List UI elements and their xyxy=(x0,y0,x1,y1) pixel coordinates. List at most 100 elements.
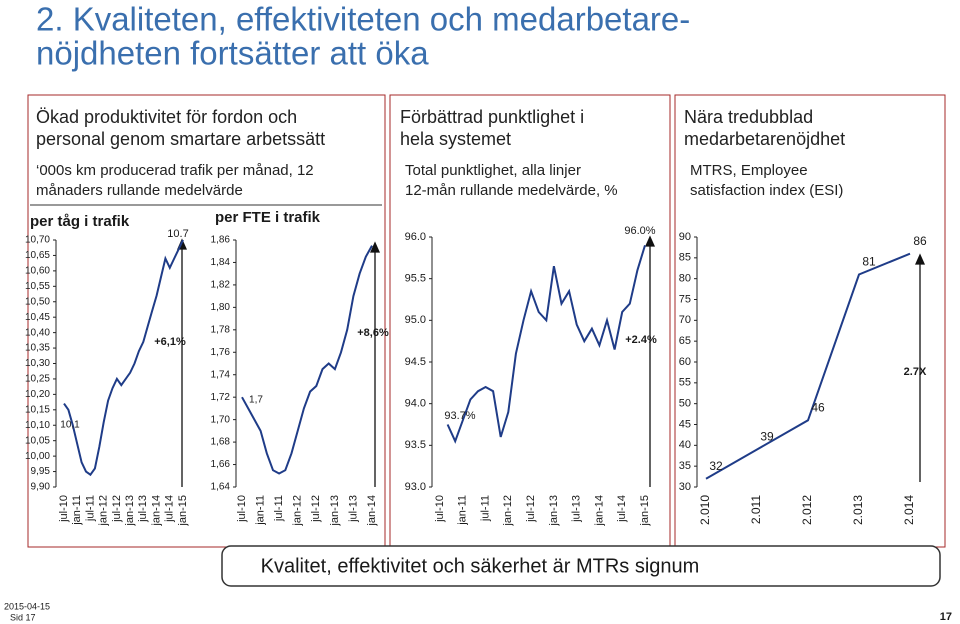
x-tick-label: jul-11 xyxy=(84,495,96,522)
y-tick-label: 1,70 xyxy=(211,414,231,425)
y-tick-label: 10,70 xyxy=(25,235,50,246)
x-tick-label: jan-11 xyxy=(457,495,469,526)
y-tick-label: 10,40 xyxy=(25,327,50,338)
y-tick-label: 1,86 xyxy=(211,235,231,246)
x-tick-label: 2.011 xyxy=(749,495,763,524)
panel xyxy=(27,94,386,548)
y-tick-label: 35 xyxy=(679,460,691,472)
annotation: +2.4% xyxy=(625,334,657,346)
data-label: 86 xyxy=(913,234,927,248)
y-tick-label: 10,50 xyxy=(25,296,50,307)
x-tick-label: jul-14 xyxy=(616,495,628,523)
slide-title: nöjdheten fortsätter att öka xyxy=(36,35,429,72)
x-tick-label: jan-11 xyxy=(71,495,83,526)
annotation: 2.7X xyxy=(904,366,927,378)
y-tick-label: 1,72 xyxy=(211,392,231,403)
y-tick-label: 1,76 xyxy=(211,347,231,358)
x-tick-label: 2.014 xyxy=(902,495,916,525)
y-tick-label: 94.0 xyxy=(405,398,426,410)
panel-subtitle: MTRS, Employee xyxy=(690,162,808,179)
data-line xyxy=(705,252,911,480)
y-tick-label: 95.0 xyxy=(405,314,426,326)
y-tick-label: 1,78 xyxy=(211,324,231,335)
y-tick-label: 10,60 xyxy=(25,266,50,277)
data-label: 46 xyxy=(811,401,825,415)
x-tick-label: jul-11 xyxy=(479,495,491,522)
x-tick-label: 2.010 xyxy=(698,495,712,525)
panel-heading: Nära tredubblad xyxy=(684,107,813,127)
y-tick-label: 10,20 xyxy=(25,389,50,400)
x-tick-label: jul-12 xyxy=(310,495,322,523)
y-tick-label: 40 xyxy=(679,439,691,451)
x-tick-label: jul-13 xyxy=(137,495,149,523)
y-tick-label: 1,82 xyxy=(211,280,231,291)
panel-subtitle: ‘000s km producerad trafik per månad, 12 xyxy=(36,162,314,179)
panel-subtitle: 12-mån rullande medelvärde, % xyxy=(405,182,618,199)
x-tick-label: jan-12 xyxy=(98,495,110,527)
y-tick-label: 30 xyxy=(679,481,691,493)
x-tick-label: jul-10 xyxy=(434,495,446,523)
y-tick-label: 1,84 xyxy=(211,257,231,268)
panel-subtitle: Total punktlighet, alla linjer xyxy=(405,162,581,179)
y-tick-label: 10,30 xyxy=(25,358,50,369)
data-line xyxy=(63,239,184,477)
panel-heading: personal genom smartare arbetssätt xyxy=(36,129,325,149)
panel-heading: Ökad produktivitet för fordon och xyxy=(36,107,297,127)
y-tick-label: 55 xyxy=(679,377,691,389)
data-label: 81 xyxy=(862,255,876,269)
x-tick-label: jan-13 xyxy=(329,495,341,527)
chart-title: per FTE i trafik xyxy=(215,209,321,226)
y-tick-label: 1,74 xyxy=(211,369,231,380)
x-tick-label: jul-10 xyxy=(58,495,70,523)
x-tick-label: 2.013 xyxy=(851,495,865,525)
y-tick-label: 50 xyxy=(679,398,691,410)
data-label: 39 xyxy=(760,430,774,444)
y-tick-label: 10,65 xyxy=(25,250,50,261)
y-tick-label: 95.5 xyxy=(405,273,426,285)
annotation: 10.7 xyxy=(167,228,188,240)
x-tick-label: jan-12 xyxy=(292,495,304,527)
x-tick-label: jul-14 xyxy=(164,495,176,523)
panel-subtitle: månaders rullande medelvärde xyxy=(36,182,243,199)
arrows xyxy=(176,235,926,487)
footer-box xyxy=(0,598,62,624)
y-tick-label: 9,95 xyxy=(31,466,51,477)
x-tick-label: jul-13 xyxy=(347,495,359,523)
y-tick-label: 10,45 xyxy=(25,312,50,323)
page-number: 17 xyxy=(940,611,952,623)
y-tick-label: 75 xyxy=(679,293,691,305)
data-line xyxy=(241,245,373,475)
y-tick-label: 10,10 xyxy=(25,420,50,431)
footer-date: 2015-04-15 xyxy=(4,601,50,611)
y-tick-label: 10,55 xyxy=(25,281,50,292)
y-tick-label: 1,66 xyxy=(211,459,231,470)
y-tick-label: 94.5 xyxy=(405,356,426,368)
data-label: 32 xyxy=(709,459,723,473)
x-tick-label: jan-13 xyxy=(548,495,560,527)
x-tick-label: jan-15 xyxy=(177,495,189,527)
x-tick-label: jan-11 xyxy=(254,495,266,526)
x-tick-label: jul-11 xyxy=(273,495,285,522)
banner-text: Kvalitet, effektivitet och säkerhet är M… xyxy=(261,555,700,577)
banner-box xyxy=(221,545,941,587)
x-tick-label: 2.012 xyxy=(800,495,814,525)
annotation: 93.7% xyxy=(444,410,475,422)
panel-heading: hela systemet xyxy=(400,129,511,149)
y-tick-label: 1,80 xyxy=(211,302,231,313)
data-line xyxy=(446,245,646,444)
x-tick-label: jan-12 xyxy=(502,495,514,527)
chart-title: per tåg i trafik xyxy=(30,213,130,230)
y-tick-label: 10,35 xyxy=(25,343,50,354)
x-tick-label: jul-12 xyxy=(111,495,123,523)
x-tick-label: jul-13 xyxy=(571,495,583,523)
x-tick-label: jan-15 xyxy=(639,495,651,527)
y-tick-label: 10,25 xyxy=(25,374,50,385)
y-tick-label: 45 xyxy=(679,418,691,430)
x-tick-label: jan-14 xyxy=(593,495,605,527)
y-tick-label: 1,68 xyxy=(211,437,231,448)
panel-heading: Förbättrad punktlighet i xyxy=(400,107,584,127)
annotation: +6,1% xyxy=(154,336,186,348)
y-tick-label: 10,15 xyxy=(25,404,50,415)
y-tick-label: 9,90 xyxy=(31,482,51,493)
annotation: 96.0% xyxy=(624,225,655,237)
